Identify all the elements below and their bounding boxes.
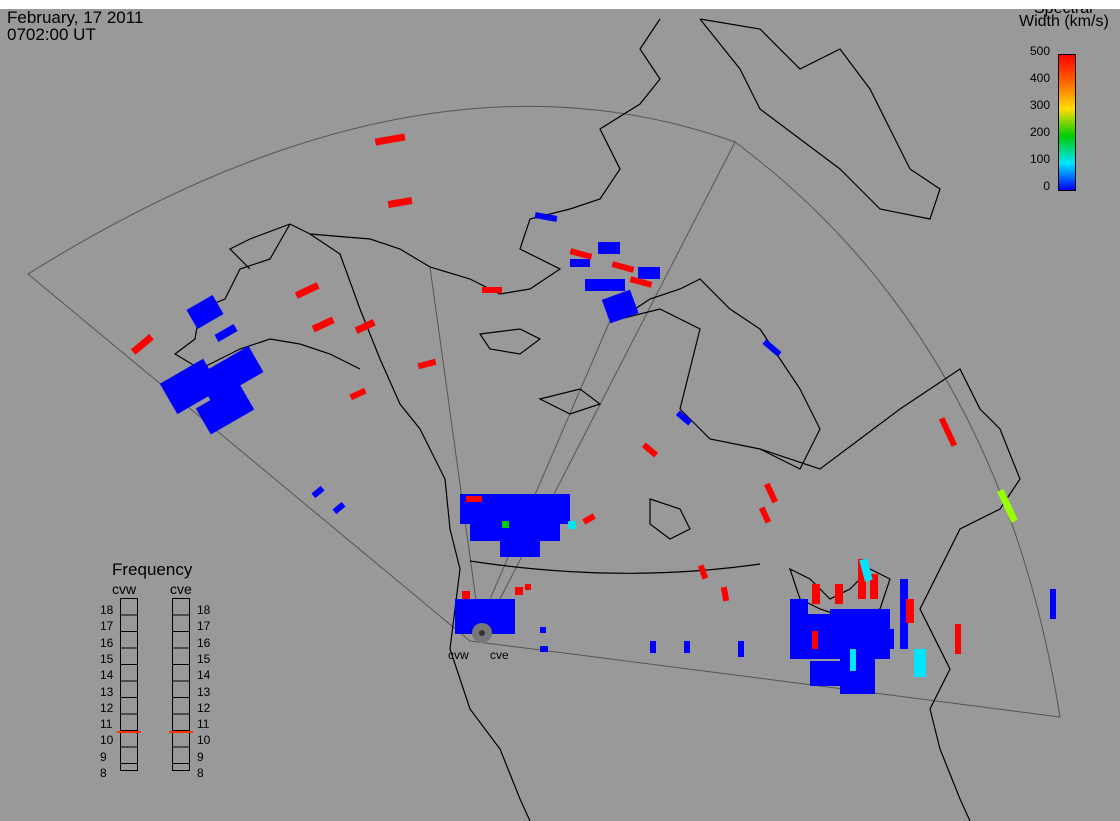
frequency-scale-label: 15 xyxy=(197,651,211,666)
colorbar-tick: 300 xyxy=(1029,98,1050,112)
frequency-scale-label: 9 xyxy=(197,749,204,764)
colorbar-tick: 500 xyxy=(1029,44,1050,58)
backscatter-blue xyxy=(159,212,1056,694)
colorbar-title-line2: Width (km/s) xyxy=(1019,13,1109,30)
frequency-scale-label: 11 xyxy=(197,717,210,732)
frequency-scale-label: 8 xyxy=(197,766,204,780)
frequency-scale-label: 18 xyxy=(197,603,211,617)
time-label: 0702:00 UT xyxy=(7,25,96,44)
frequency-radar-label: cve xyxy=(170,581,192,597)
frequency-scale-label: 12 xyxy=(197,700,211,715)
frequency-box-cvw xyxy=(120,598,138,771)
frequency-scale-label: 16 xyxy=(197,635,211,650)
date-label: February, 17 2011 xyxy=(7,9,144,27)
frequency-scale-label: 15 xyxy=(100,651,114,666)
frequency-scale-label: 13 xyxy=(197,684,211,699)
site-label: cvw xyxy=(448,648,469,662)
frequency-scale-label: 18 xyxy=(100,603,114,617)
frequency-scale-label: 10 xyxy=(100,733,114,748)
colorbar-tick: 0 xyxy=(1043,179,1050,193)
frequency-box-cve xyxy=(172,598,190,771)
frequency-scale-label: 14 xyxy=(197,668,211,683)
backscatter-red xyxy=(130,133,961,654)
frequency-scale-label: 13 xyxy=(100,684,114,699)
backscatter-other xyxy=(502,488,1018,677)
site-label: cve xyxy=(490,648,509,662)
colorbar-tick: 100 xyxy=(1029,152,1050,166)
frequency-scale-label: 12 xyxy=(100,700,114,715)
frequency-marker-cve xyxy=(169,730,193,733)
coastlines xyxy=(173,18,1021,821)
frequency-scale-label: 16 xyxy=(100,635,114,650)
colorbar-tick: 400 xyxy=(1029,71,1050,85)
frequency-title: Frequency xyxy=(112,560,193,579)
frequency-scale-label: 14 xyxy=(100,668,114,683)
frequency-scale-label: 10 xyxy=(197,733,211,748)
colorbar-title-line1: Spectral xyxy=(1034,9,1093,17)
frequency-scale-label: 17 xyxy=(100,619,114,634)
frequency-scale-label: 11 xyxy=(100,717,113,732)
radar-site-marker xyxy=(472,623,492,643)
frequency-radar-label: cvw xyxy=(112,581,137,597)
frequency-scale-label: 17 xyxy=(197,619,211,634)
frequency-marker-cvw xyxy=(117,730,141,733)
frequency-scale-label: 9 xyxy=(100,749,107,764)
colorbar xyxy=(1058,54,1076,191)
map-canvas xyxy=(27,18,1061,821)
frequency-scale-label: 8 xyxy=(100,766,107,780)
colorbar-tick: 200 xyxy=(1029,125,1050,139)
map-plot: February, 17 2011 0702:00 UT Spectral Wi… xyxy=(0,9,1120,821)
